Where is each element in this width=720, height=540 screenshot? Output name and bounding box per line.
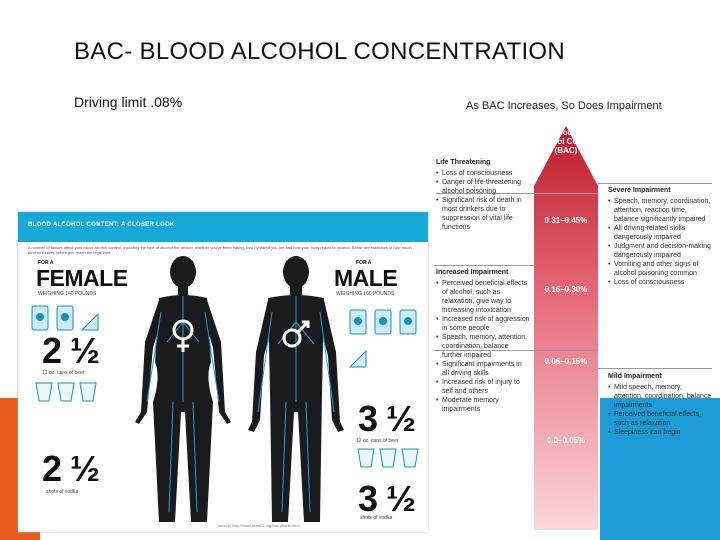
severe-impairment-section: Severe Impairment Speech, memory, coordi… [608,186,712,287]
list-item: Danger of life-threatening alcohol poiso… [436,178,528,196]
male-for-label: FOR A [356,260,372,266]
driving-limit-text: Driving limit .08% [74,94,183,110]
infographic-header-title: BLOOD ALCOHOL CONTENT: A CLOSER LOOK [28,222,175,228]
list-item: Speech, memory, coordination, attention,… [608,197,712,224]
bac-bar-label-line: Blood [554,128,578,137]
list-item: All driving-related skills dangerously i… [608,224,712,242]
section-title: Life Threatening [436,159,491,166]
male-shot-glasses [356,446,420,470]
female-vodka-caption: shots of vodka [46,489,79,495]
divider-line [598,368,712,369]
male-label: MALE [334,265,398,291]
section-title: Mild Impairment [608,373,662,380]
section-title: Increased Impairment [436,269,509,276]
bac-bar-label-line: Alcohol Content [535,137,597,146]
shot-glass-icon [57,382,75,402]
list-item: Increased risk of injury to self and oth… [436,378,530,396]
increased-impairment-section: Increased Impairment Perceived beneficia… [436,268,530,414]
male-beer-count: 3 ½ [358,398,416,439]
beer-can-icon [374,309,392,335]
bac-range-label: 0.31–0.45% [544,216,588,225]
list-item: Speech, memory, attention, coordination,… [436,333,530,360]
male-vodka-count: 3 ½ [358,478,416,519]
shot-glass-icon [401,448,419,468]
list-item: Perceived beneficial effects, such as re… [608,410,712,428]
female-beer-cans [30,304,102,332]
female-shot-glasses [34,380,98,404]
bac-infographic: BLOOD ALCOHOL CONTENT: A CLOSER LOOK A n… [18,212,428,532]
beer-can-half-icon [80,312,99,331]
list-item: Judgment and decision-making dangerously… [608,242,712,260]
female-beer-caption: 12 oz. cans of beer [42,370,85,376]
bac-bar-label-line: (BAC) [554,146,578,155]
male-weight: WEIGHING 160 POUNDS [336,291,395,297]
divider-line [434,265,534,266]
infographic-intro: A number of factors affect your blood al… [28,245,412,255]
list-item: Loss of consciousness [436,169,528,178]
female-weight: WEIGHING 140 POUNDS [38,291,97,297]
list-item: Vomiting and other signs of alcohol pois… [608,260,712,278]
male-body-figure [248,256,344,522]
list-item: Significant risk of death in most drinke… [436,196,528,232]
bac-chart-heading: As BAC Increases, So Does Impairment [466,100,662,112]
divider-line [598,183,712,184]
female-vodka-count: 2 ½ [42,448,100,489]
list-item: Significant impairments in all driving s… [436,360,530,378]
male-beer-caption: 12 oz. cans of beer [356,438,399,444]
bac-range-label: 0.16–0.30% [544,285,588,294]
shot-glass-icon [379,448,397,468]
male-vodka-caption: shots of vodka [360,515,393,521]
female-for-label: FOR A [38,260,54,266]
female-label: FEMALE [36,265,128,291]
beer-can-icon [349,309,367,335]
bac-range-label: 0.0–0.05% [546,436,586,445]
mild-impairment-section: Mild Impairment Mild speech, memory, att… [608,372,712,437]
beer-can-icon [56,305,74,331]
list-item: Perceived beneficial effects of alcohol,… [436,279,530,315]
female-beer-count: 2 ½ [42,330,100,371]
list-item: Loss of consciousness [608,278,712,287]
list-item: Mild speech, memory, attention, coordina… [608,383,712,410]
bac-bar-label: Blood Alcohol Content (BAC) [522,128,610,155]
male-beer-cans [348,308,420,369]
beer-can-half-icon [348,349,367,368]
shot-glass-icon [35,382,53,402]
section-title: Severe Impairment [608,187,671,194]
shot-glass-icon [357,448,375,468]
list-item: Moderate memory impairments [436,396,530,414]
beer-can-icon [31,305,49,331]
bac-gradient-bar [534,126,598,530]
life-threatening-section: Life Threatening Loss of consciousness D… [436,158,528,232]
female-body-figure [135,256,231,522]
infographic-header: BLOOD ALCOHOL CONTENT: A CLOSER LOOK [18,212,428,242]
list-item: Increased risk of aggression in some peo… [436,315,530,333]
shot-glass-icon [79,382,97,402]
beer-can-icon [399,309,417,335]
slide-title: BAC- BLOOD ALCOHOL CONCENTRATION [74,38,566,65]
bac-range-label: 0.06–0.15% [544,357,588,366]
list-item: Sleepiness can begin [608,428,712,437]
infographic-source: source: http://www.brad21.org/bac-charts… [218,523,300,528]
